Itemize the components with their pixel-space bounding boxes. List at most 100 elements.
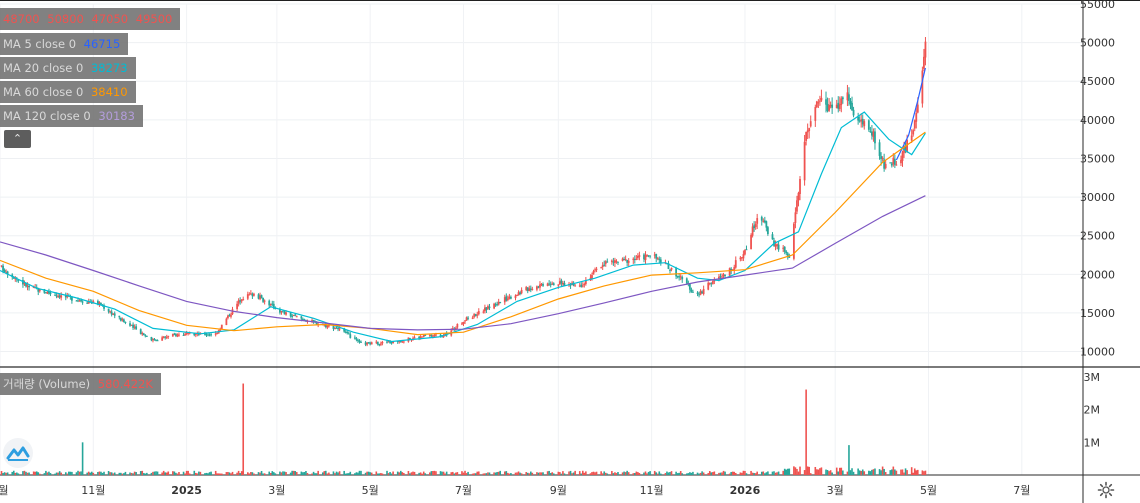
candle-body: [871, 131, 873, 136]
candle-body: [46, 291, 49, 294]
volume-tick-label: 3M: [1084, 371, 1101, 384]
volume-bar: [741, 472, 743, 475]
volume-bar: [838, 467, 841, 475]
volume-bar: [441, 471, 443, 475]
candle-body: [367, 342, 370, 344]
volume-bar: [916, 469, 919, 475]
candle-body: [551, 283, 554, 285]
volume-bar: [419, 472, 422, 475]
volume-bar: [390, 473, 393, 475]
volume-bar: [263, 473, 266, 475]
volume-bar: [34, 471, 36, 475]
volume-bar: [32, 471, 35, 475]
candle-body: [456, 324, 459, 328]
volume-bar: [412, 471, 414, 475]
candle-body: [531, 288, 534, 290]
volume-legend[interactable]: 거래량 (Volume) 580.422K: [0, 373, 161, 395]
candle-body: [282, 311, 284, 313]
price-tick-label: 50000: [1080, 37, 1115, 50]
volume-bar: [559, 472, 561, 475]
volume-bar: [808, 466, 810, 475]
volume-bar: [338, 471, 341, 475]
candle-body: [783, 246, 786, 252]
candle-body: [112, 313, 115, 315]
candle-body: [5, 272, 8, 274]
candle-body: [100, 302, 102, 306]
volume-bar: [269, 473, 272, 475]
volume-bar: [892, 466, 895, 475]
candle-body: [872, 131, 875, 137]
candle-body: [510, 296, 512, 299]
volume-bar: [259, 472, 261, 475]
candle-body: [246, 294, 249, 299]
ma120-legend[interactable]: MA 120 close 0 30183: [0, 105, 143, 127]
volume-bar: [16, 472, 18, 475]
volume-value: 580.422K: [97, 377, 153, 391]
candle-body: [431, 335, 434, 337]
ma5-legend[interactable]: MA 5 close 0 46715: [0, 33, 129, 55]
volume-bar: [767, 471, 769, 475]
candle-body: [540, 283, 543, 285]
collapse-legend-button[interactable]: ⌃: [4, 130, 31, 148]
candle-body: [259, 295, 261, 300]
ma5-label: MA 5 close 0: [3, 37, 77, 51]
price-tick-label: 55000: [1080, 0, 1115, 11]
candle-body: [763, 220, 766, 223]
candle-body: [488, 306, 491, 309]
volume-bar: [107, 471, 110, 475]
candle-body: [818, 100, 821, 102]
candle-body: [268, 300, 271, 306]
candle-body: [207, 334, 209, 336]
close-value: 49500: [135, 12, 173, 26]
candle-body: [549, 284, 552, 286]
candle-body: [271, 303, 274, 305]
candle-body: [884, 163, 887, 169]
ma-line-120: [0, 195, 926, 331]
volume-bar: [167, 471, 170, 475]
volume-bar: [722, 470, 725, 475]
volume-bar: [675, 471, 677, 475]
ma60-legend[interactable]: MA 60 close 0 38410: [0, 81, 136, 103]
candle-body: [485, 307, 488, 311]
candle-body: [803, 141, 806, 181]
candle-body: [542, 284, 544, 286]
ma20-legend[interactable]: MA 20 close 0 38273: [0, 57, 136, 79]
candle-body: [424, 335, 427, 337]
candle-body: [467, 317, 469, 319]
volume-bar: [236, 472, 238, 475]
candle-body: [64, 295, 67, 298]
volume-bar: [560, 473, 563, 475]
candle-body: [797, 192, 800, 201]
volume-bar: [519, 472, 521, 475]
candle-body: [614, 260, 616, 263]
volume-bar: [712, 472, 714, 475]
volume-bar: [557, 471, 560, 475]
gear-icon[interactable]: [1097, 481, 1115, 499]
volume-bar: [231, 471, 234, 475]
volume-bar: [731, 471, 734, 475]
volume-bar: [279, 471, 281, 475]
volume-bar: [257, 472, 260, 475]
candle-body: [379, 343, 382, 345]
candle-body: [681, 276, 684, 280]
volume-bar: [207, 473, 209, 475]
candle-body: [175, 334, 177, 336]
volume-bar: [852, 471, 855, 475]
volume-bar: [626, 470, 628, 475]
volume-bar: [89, 472, 92, 475]
candle-body: [107, 308, 110, 312]
logo-icon[interactable]: [3, 438, 33, 468]
candle-body: [635, 258, 638, 260]
candle-body: [799, 178, 801, 194]
volume-bar: [874, 468, 876, 475]
candle-body: [722, 274, 725, 277]
volume-bar: [247, 472, 249, 475]
candle-body: [230, 314, 232, 317]
volume-bar: [295, 472, 298, 475]
volume-bar: [239, 473, 241, 475]
volume-bar: [702, 472, 705, 475]
volume-bar: [508, 473, 511, 475]
candle-body: [375, 341, 378, 343]
volume-bar: [615, 473, 618, 475]
